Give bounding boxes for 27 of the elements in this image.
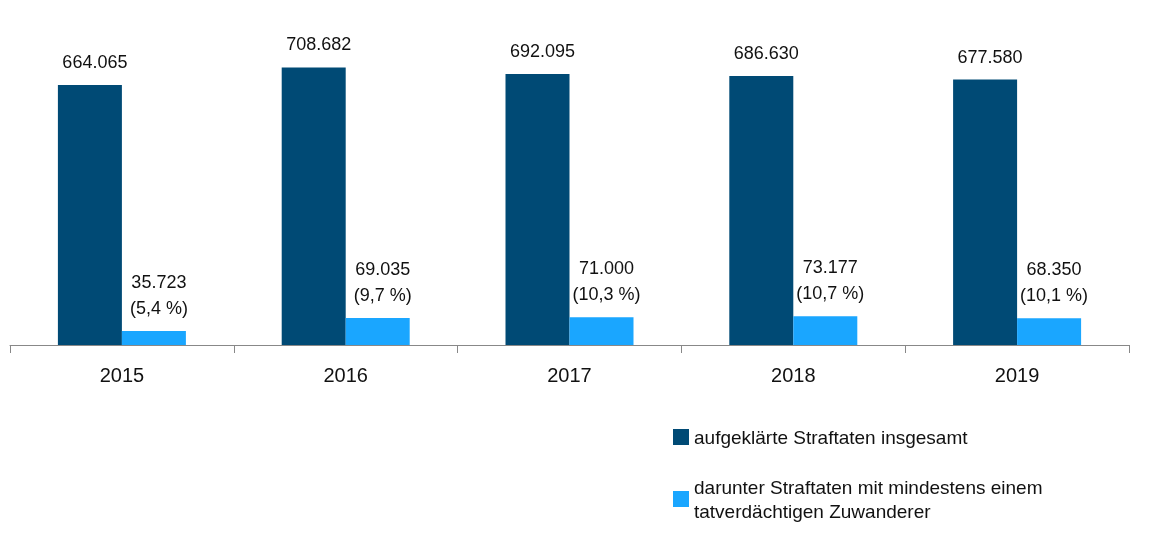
- data-label: 664.065: [62, 51, 128, 72]
- legend-label: darunter Straftaten mit mindestens einem tatverdächtigen Zuwanderer: [694, 476, 1048, 522]
- data-label: 692.095: [509, 40, 576, 61]
- bar: [281, 67, 346, 345]
- bar: [121, 331, 186, 345]
- bar: [1017, 318, 1082, 345]
- data-label: 73.177 (10,7 %): [796, 257, 865, 304]
- data-label: 708.682: [286, 34, 352, 55]
- data-label: 686.630: [733, 43, 799, 64]
- x-tick-label: 2019: [994, 364, 1040, 386]
- bar: [345, 317, 410, 345]
- data-label: 35.723 (5,4 %): [129, 272, 188, 319]
- data-label: 68.350 (10,1 %): [1020, 259, 1089, 306]
- data-label: 69.035 (9,7 %): [353, 258, 412, 305]
- legend-label: aufgeklärte Straftaten insgesamt: [694, 426, 969, 448]
- data-label: 677.580: [957, 46, 1023, 67]
- data-label: 71.000 (10,3 %): [572, 258, 641, 305]
- bar: [793, 316, 858, 345]
- bar: [569, 317, 634, 345]
- bar: [505, 73, 570, 345]
- x-tick-label: 2016: [323, 364, 368, 386]
- bar: [57, 84, 122, 345]
- x-tick-label: 2015: [99, 364, 145, 386]
- x-tick-label: 2017: [547, 364, 592, 386]
- x-tick-label: 2018: [771, 364, 816, 386]
- bar: [729, 76, 794, 345]
- bar: [953, 79, 1018, 345]
